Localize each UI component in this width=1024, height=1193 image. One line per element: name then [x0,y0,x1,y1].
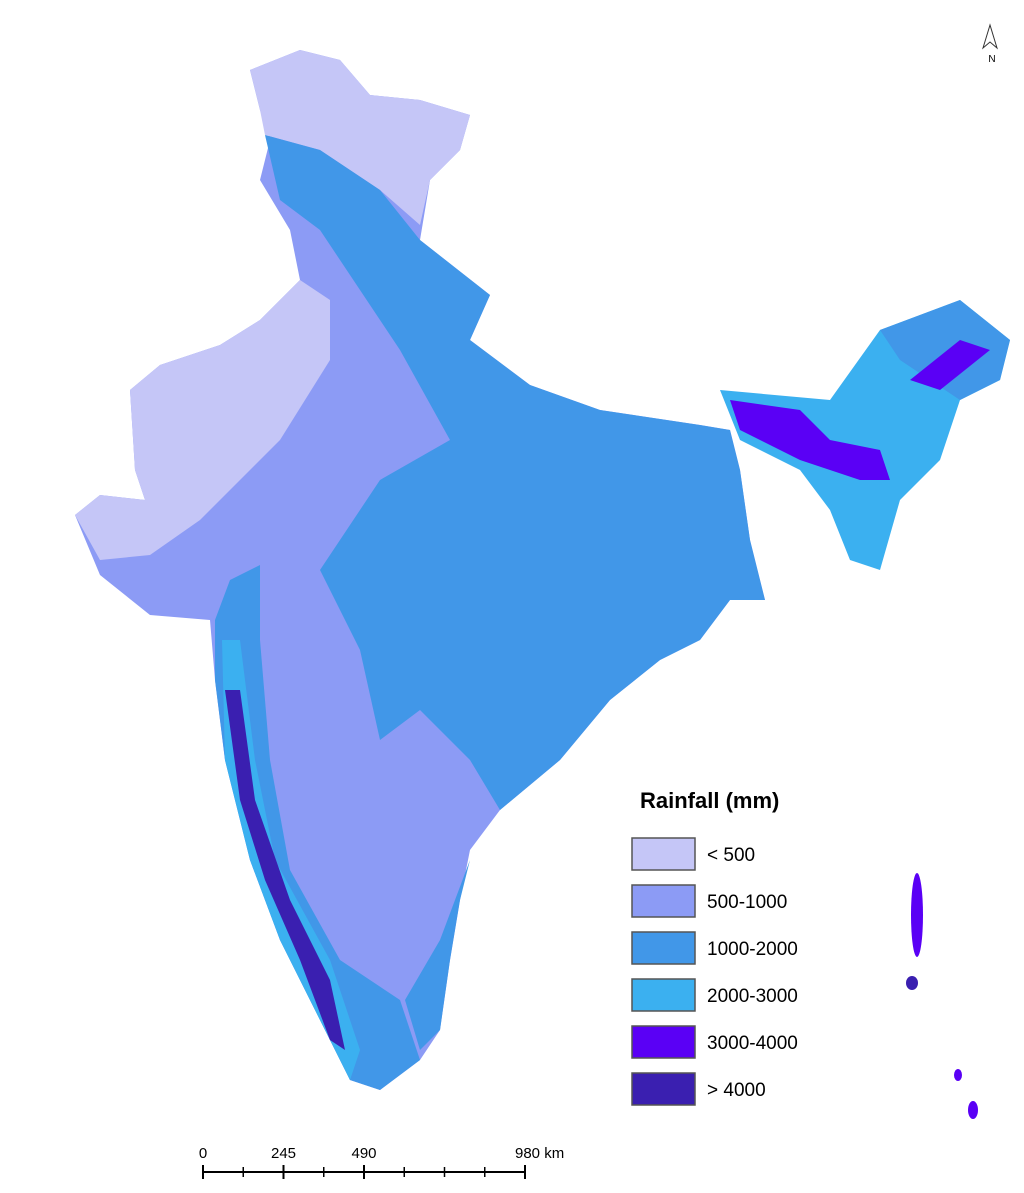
legend-swatch [631,1072,696,1106]
legend-label: < 500 [707,845,755,866]
region [730,400,890,480]
scale-label: 245 [271,1145,296,1162]
legend-swatch [631,1025,696,1059]
region [225,690,345,1050]
scale-label: 490 [351,1145,376,1162]
region [250,50,470,225]
region [954,1069,962,1081]
region [222,640,360,1080]
legend-title: Rainfall (mm) [640,788,779,813]
region [906,976,918,990]
legend: < 500 500-1000 1000-2000 2000-3000 3000-4000… [631,837,798,1106]
scale-label: 0 [199,1145,207,1162]
legend-label: 2000-3000 [707,986,798,1007]
land [75,50,1010,1119]
scale-bar: 0 245 490 980 km [199,1145,564,1179]
legend-label: > 4000 [707,1080,766,1101]
region [911,873,923,957]
region [910,340,990,390]
region [75,280,330,560]
legend-swatch [631,837,696,871]
legend-swatch [631,931,696,965]
region [880,300,1010,400]
north-label: N [988,54,995,65]
legend-label: 500-1000 [707,892,787,913]
legend-label: 3000-4000 [707,1033,798,1054]
scale-label: 980 km [515,1145,564,1162]
region [968,1101,978,1119]
legend-swatch [631,978,696,1012]
region [265,135,765,810]
legend-swatch [631,884,696,918]
north-arrow: N [982,23,998,65]
north-arrow-icon [982,23,998,50]
legend-label: 1000-2000 [707,939,798,960]
region [405,860,470,1050]
